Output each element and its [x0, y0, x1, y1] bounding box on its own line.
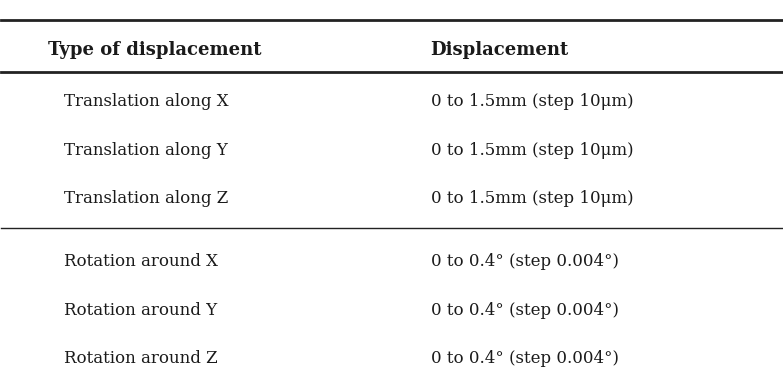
Text: Displacement: Displacement: [431, 41, 568, 59]
Text: 0 to 0.4° (step 0.004°): 0 to 0.4° (step 0.004°): [431, 302, 619, 319]
Text: 0 to 1.5mm (step 10μm): 0 to 1.5mm (step 10μm): [431, 93, 633, 110]
Text: Translation along Y: Translation along Y: [63, 142, 228, 159]
Text: Type of displacement: Type of displacement: [49, 41, 262, 59]
Text: 0 to 1.5mm (step 10μm): 0 to 1.5mm (step 10μm): [431, 190, 633, 207]
Text: 0 to 0.4° (step 0.004°): 0 to 0.4° (step 0.004°): [431, 350, 619, 367]
Text: 0 to 1.5mm (step 10μm): 0 to 1.5mm (step 10μm): [431, 142, 633, 159]
Text: Translation along X: Translation along X: [63, 93, 229, 110]
Text: 0 to 0.4° (step 0.004°): 0 to 0.4° (step 0.004°): [431, 254, 619, 270]
Text: Rotation around Z: Rotation around Z: [63, 350, 218, 367]
Text: Translation along Z: Translation along Z: [63, 190, 228, 207]
Text: Rotation around X: Rotation around X: [63, 254, 218, 270]
Text: Rotation around Y: Rotation around Y: [63, 302, 217, 319]
